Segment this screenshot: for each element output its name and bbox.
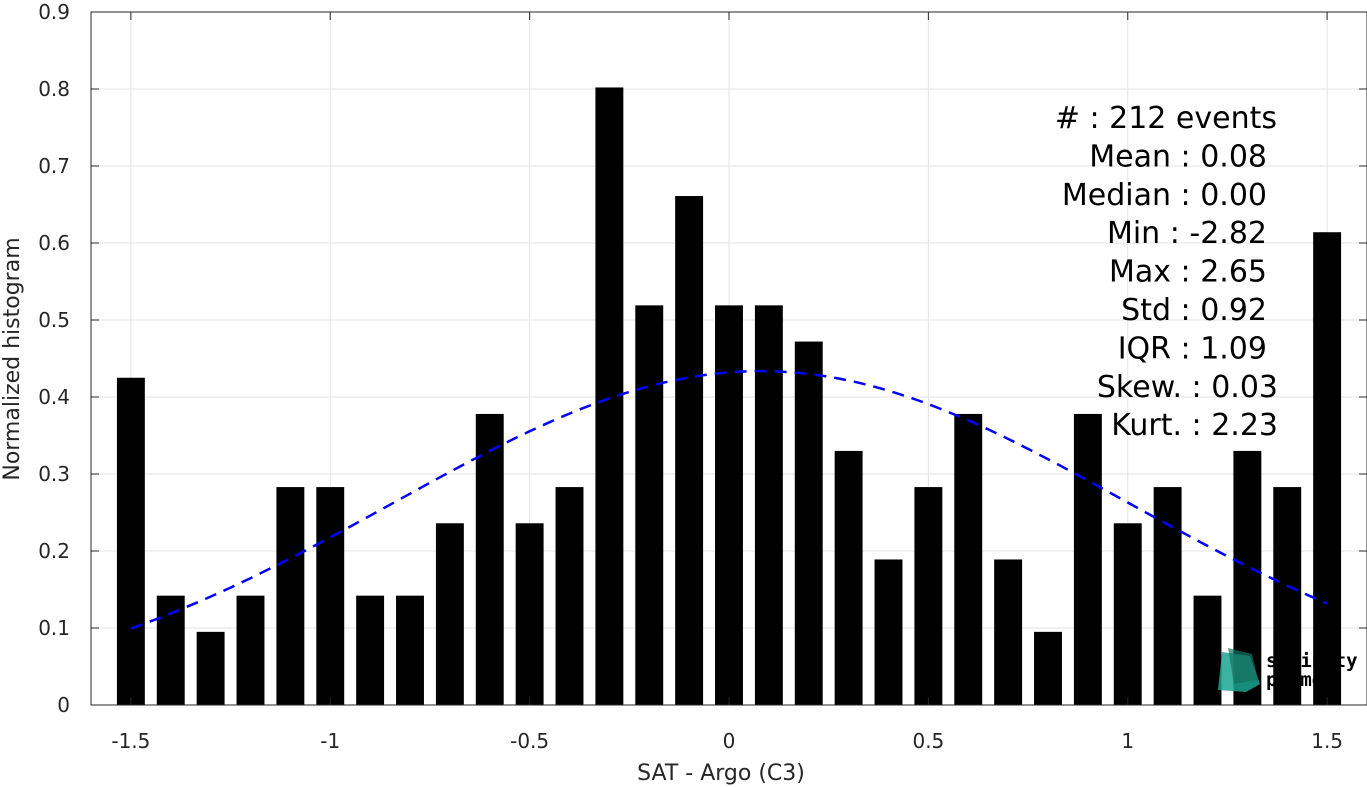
bar bbox=[1113, 523, 1142, 705]
bar bbox=[994, 559, 1023, 705]
gaussian-fit-curve bbox=[130, 369, 1328, 630]
bar bbox=[515, 523, 544, 705]
y-tick-label: 0.6 bbox=[38, 231, 70, 255]
stat-annotation: Std : 0.92 bbox=[1121, 293, 1267, 328]
bar bbox=[316, 487, 345, 705]
x-axis-label: SAT - Argo (C3) bbox=[637, 761, 805, 786]
bar bbox=[715, 305, 743, 705]
y-tick-label: 0.3 bbox=[38, 462, 70, 486]
y-tick-label: 0.5 bbox=[38, 308, 70, 332]
stat-annotation: Max : 2.65 bbox=[1109, 255, 1267, 290]
bar bbox=[435, 523, 464, 705]
stat-annotation: Median : 0.00 bbox=[1062, 178, 1267, 213]
bar bbox=[1153, 487, 1182, 705]
stat-annotation: Skew. : 0.03 bbox=[1097, 370, 1278, 405]
stat-annotation: # : 212 events bbox=[1055, 101, 1277, 136]
y-tick-label: 0.1 bbox=[38, 616, 70, 640]
bar bbox=[635, 305, 664, 705]
y-tick-label: 0.9 bbox=[38, 0, 70, 24]
x-tick-label: 0.5 bbox=[912, 729, 944, 753]
bar bbox=[754, 305, 783, 705]
x-tick-label: -1.5 bbox=[111, 729, 150, 753]
x-tick-label: 1.5 bbox=[1311, 729, 1343, 753]
bar bbox=[874, 559, 903, 705]
salinity-pi-mep-logo: salinity pi-mep bbox=[1218, 648, 1358, 692]
stat-annotation: Mean : 0.08 bbox=[1089, 139, 1267, 174]
bar bbox=[834, 450, 863, 705]
bars bbox=[116, 87, 1342, 705]
stat-annotation: IQR : 1.09 bbox=[1118, 331, 1267, 366]
bar bbox=[1034, 631, 1062, 705]
y-tick-label: 0.8 bbox=[38, 77, 70, 101]
y-tick-label: 0.4 bbox=[38, 385, 70, 409]
x-axis-ticks: -1.5 -1 -0.5 0 0.5 1 1.5 bbox=[111, 12, 1343, 753]
y-tick-label: 0.2 bbox=[38, 539, 70, 563]
logo-line1: salinity bbox=[1266, 650, 1358, 672]
bar bbox=[236, 595, 265, 705]
bar bbox=[475, 413, 504, 705]
y-axis-ticks: 0 0.1 0.2 0.3 0.4 0.5 0.6 0.7 0.8 0.9 bbox=[38, 0, 1367, 717]
stat-annotation: Kurt. : 2.23 bbox=[1111, 408, 1278, 443]
bar bbox=[396, 595, 424, 705]
bar bbox=[1193, 595, 1222, 705]
logo-line2: pi-mep bbox=[1266, 669, 1335, 691]
bar bbox=[196, 631, 225, 705]
x-tick-label: 1 bbox=[1121, 729, 1134, 753]
y-tick-label: 0 bbox=[57, 693, 70, 717]
bar bbox=[914, 487, 943, 705]
y-axis-label: Normalized histogram bbox=[0, 237, 25, 480]
bar bbox=[356, 595, 385, 705]
bar bbox=[276, 487, 305, 705]
x-tick-label: -1 bbox=[320, 729, 340, 753]
bar bbox=[1313, 232, 1342, 705]
bar bbox=[1073, 413, 1102, 705]
bar bbox=[116, 377, 145, 705]
bar bbox=[675, 196, 704, 705]
bar bbox=[1273, 487, 1302, 705]
bar bbox=[794, 341, 823, 705]
x-tick-label: 0 bbox=[723, 729, 736, 753]
bar bbox=[954, 413, 983, 705]
bar bbox=[156, 595, 185, 705]
stat-annotation: Min : -2.82 bbox=[1107, 216, 1267, 251]
y-tick-label: 0.7 bbox=[38, 154, 70, 178]
bar bbox=[555, 487, 584, 705]
x-tick-label: -0.5 bbox=[510, 729, 549, 753]
